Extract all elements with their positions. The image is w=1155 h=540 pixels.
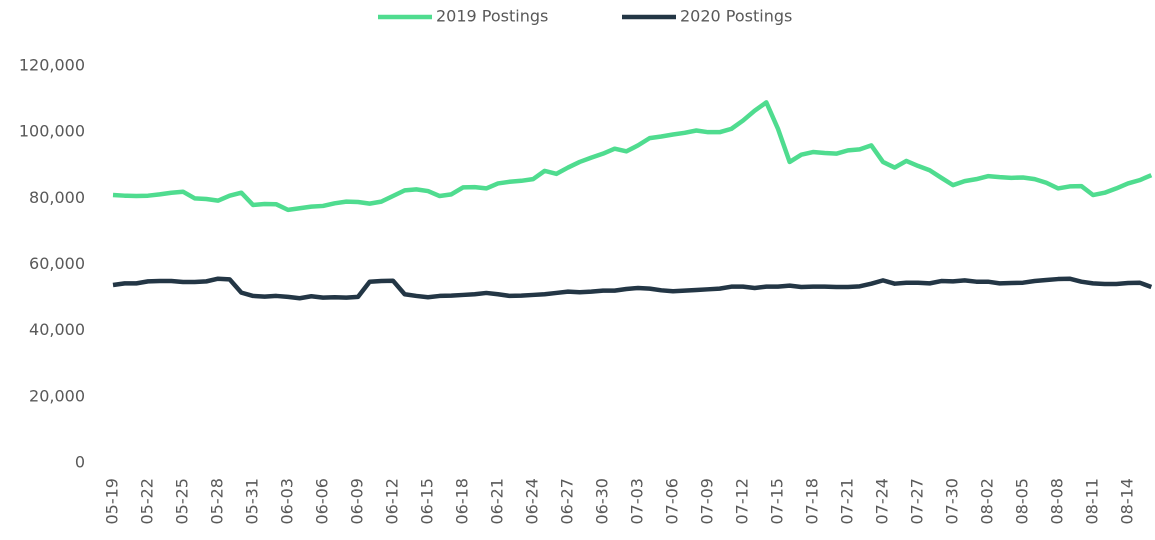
x-tick-label: 06-09: [348, 478, 367, 525]
y-tick-label: 60,000: [29, 254, 85, 273]
x-tick-label: 08-05: [1013, 478, 1032, 525]
x-tick-label: 06-30: [593, 478, 612, 525]
x-tick-label: 05-25: [173, 478, 192, 525]
y-tick-label: 40,000: [29, 320, 85, 339]
x-tick-label: 07-06: [663, 478, 682, 525]
x-tick-label: 06-18: [453, 478, 472, 525]
y-tick-label: 0: [75, 453, 85, 472]
x-tick-label: 05-28: [208, 478, 227, 525]
x-tick-label: 07-30: [943, 478, 962, 525]
series-line: [112, 276, 1153, 301]
legend-label: 2020 Postings: [680, 7, 792, 26]
x-tick-label: 07-18: [803, 478, 822, 525]
x-tick-label: 07-09: [698, 478, 717, 525]
x-tick-label: 06-03: [278, 478, 297, 525]
x-tick-label: 08-02: [978, 478, 997, 525]
y-tick-label: 20,000: [29, 386, 85, 405]
x-tick-label: 07-12: [733, 478, 752, 525]
x-tick-label: 06-27: [558, 478, 577, 525]
x-tick-label: 07-15: [768, 478, 787, 525]
x-tick-label: 06-12: [383, 478, 402, 525]
x-tick-label: 05-31: [243, 478, 262, 525]
y-tick-label: 120,000: [19, 56, 85, 75]
x-tick-label: 07-03: [628, 478, 647, 525]
x-tick-label: 08-14: [1118, 478, 1137, 525]
series-line: [112, 100, 1153, 213]
x-tick-label: 05-19: [103, 478, 122, 525]
x-tick-label: 08-08: [1048, 478, 1067, 525]
x-tick-label: 08-11: [1083, 478, 1102, 525]
x-tick-label: 07-21: [838, 478, 857, 525]
x-tick-label: 06-24: [523, 478, 542, 525]
legend-label: 2019 Postings: [436, 7, 548, 26]
x-tick-label: 06-15: [418, 478, 437, 525]
x-tick-label: 06-06: [313, 478, 332, 525]
x-tick-label: 06-21: [488, 478, 507, 525]
x-tick-label: 07-27: [908, 478, 927, 525]
x-tick-label: 07-24: [873, 478, 892, 525]
y-tick-label: 80,000: [29, 188, 85, 207]
x-tick-label: 05-22: [138, 478, 157, 525]
y-tick-label: 100,000: [19, 122, 85, 141]
